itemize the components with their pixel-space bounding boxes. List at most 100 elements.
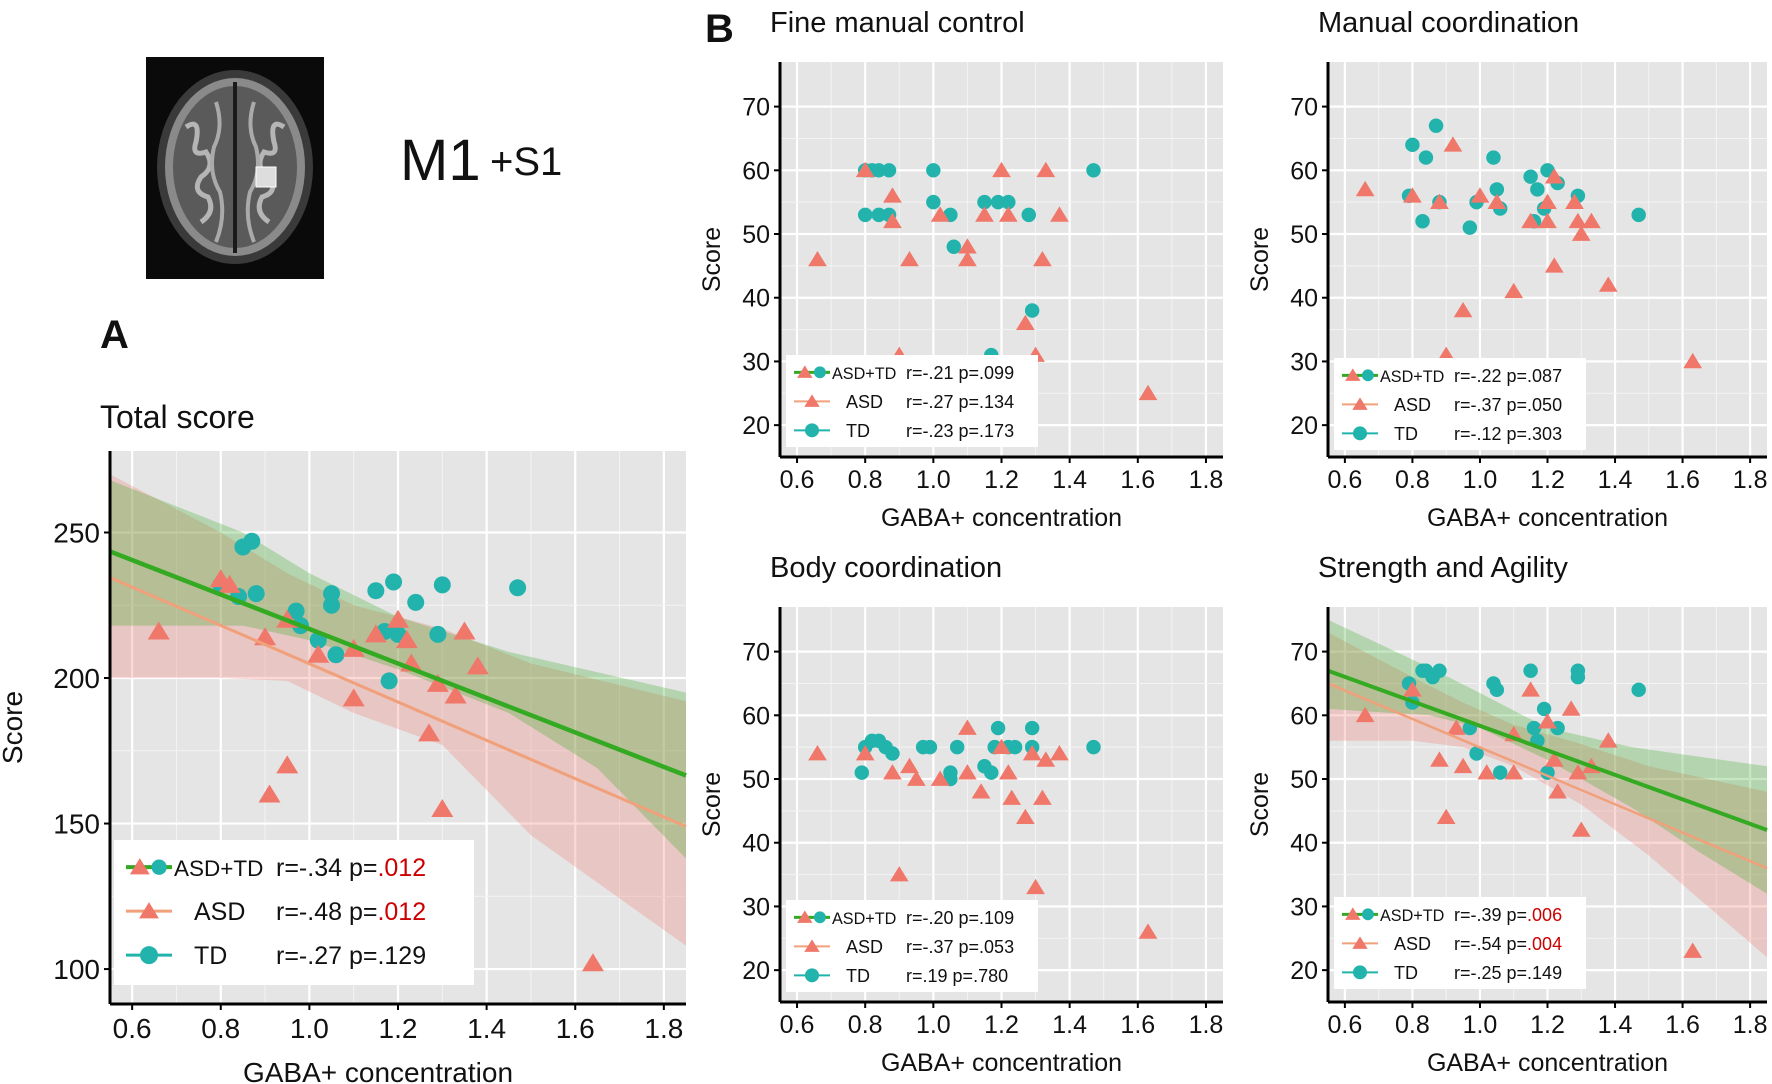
x-axis-label: GABA+ concentration	[1427, 504, 1668, 532]
asd-point	[218, 574, 241, 593]
legend-label: ASD+TD	[832, 365, 896, 383]
td-point	[1489, 682, 1505, 698]
asd-point	[958, 719, 977, 735]
legend-entry-asd: ASD r=-.48 p=.012	[126, 898, 426, 926]
td-point	[1418, 150, 1434, 165]
x-axis-label: GABA+ concentration	[881, 1049, 1122, 1077]
legend-p-value: .012	[377, 898, 426, 926]
asd-point	[971, 783, 991, 799]
legend-label: TD	[1394, 963, 1418, 983]
asd-point	[1002, 789, 1022, 805]
td-point	[1024, 720, 1040, 736]
x-tick-label: 1.4	[1598, 1011, 1633, 1039]
legend-stat: r=-.39 p=.006	[1454, 905, 1562, 925]
asd-point	[466, 656, 489, 675]
asd-point	[1453, 301, 1473, 318]
x-tick-label: 1.6	[1665, 466, 1700, 494]
legend-r-value: r=-.22 p=	[1454, 366, 1527, 386]
legend-label: ASD	[1394, 934, 1431, 954]
y-tick-label: 60	[742, 702, 770, 730]
td-point	[871, 207, 887, 223]
y-axis-label: Score	[1246, 227, 1274, 292]
y-tick-label: 50	[1290, 221, 1318, 249]
asd-point	[1355, 706, 1375, 723]
asd-point	[1571, 821, 1591, 837]
td-point	[1086, 163, 1101, 178]
asd-point	[1477, 764, 1497, 780]
x-tick-label: 1.2	[1530, 1011, 1565, 1039]
td-point	[1428, 118, 1444, 133]
legend-p-value: .004	[1527, 934, 1562, 954]
chart-body: 0.6 0.8 1.0 1.2 1.4 1.6 1.8 20 30 40 50 60 70 Body co…	[698, 552, 1223, 1077]
region-suffix: +S1	[490, 140, 562, 184]
legend-p-value: .053	[979, 937, 1014, 957]
legend-key-triangle	[804, 939, 820, 952]
td-point	[1007, 739, 1023, 755]
asd-point	[900, 757, 919, 774]
legend-entry-combined: ASD+TD r=-.21 p=.099	[794, 363, 1014, 383]
legend-label: ASD+TD	[1380, 907, 1444, 925]
td-point	[1486, 150, 1501, 165]
legend-key-circle	[1361, 369, 1374, 382]
legend-p-value: .129	[377, 942, 426, 970]
legend-entry-asd: ASD r=-.27 p=.134	[794, 392, 1014, 412]
asd-point	[1538, 212, 1557, 229]
legend-stat: r=-.21 p=.099	[906, 363, 1014, 383]
legend-key-triangle	[797, 365, 813, 378]
td-point	[367, 582, 385, 600]
x-tick-label: 1.8	[1733, 1011, 1768, 1039]
y-axis-label: Score	[698, 227, 726, 292]
asd-point	[1436, 808, 1456, 825]
td-point	[1001, 194, 1016, 210]
y-tick-label: 30	[1290, 893, 1318, 921]
legend-entry-td: TD r=-.12 p=.303	[1342, 424, 1562, 444]
x-tick-label: 1.6	[556, 1013, 595, 1044]
td-point	[323, 585, 341, 603]
chart-title: Fine manual control	[770, 7, 1025, 39]
legend-stat: r=-.34 p=.012	[276, 854, 426, 882]
asd-point	[1683, 352, 1703, 369]
y-tick-label: 30	[742, 893, 770, 921]
asd-confidence-band	[1328, 632, 1767, 958]
asd-fit-line	[109, 576, 687, 828]
asd-point	[1504, 764, 1524, 780]
legend-key-circle	[140, 946, 158, 965]
asd-point	[1683, 942, 1703, 958]
legend-r-value: r=.19 p=	[906, 966, 973, 986]
x-tick-label: 1.4	[467, 1013, 506, 1044]
legend-entry-combined: ASD+TD r=-.22 p=.087	[1342, 366, 1562, 386]
legend-p-value: .109	[979, 908, 1014, 928]
td-point	[327, 646, 345, 664]
legend-entry-combined: ASD+TD r=-.34 p=.012	[126, 854, 426, 882]
legend-key-triangle	[797, 910, 813, 923]
td-point	[1526, 720, 1542, 736]
td-point	[1489, 182, 1505, 197]
legend-box	[114, 840, 474, 985]
legend-stat: r=-.37 p=.053	[906, 937, 1014, 957]
x-tick-label: 1.6	[1665, 1011, 1700, 1039]
asd-point	[258, 784, 281, 803]
legend-label: TD	[846, 421, 870, 441]
legend-stat: r=-.37 p=.050	[1454, 395, 1562, 415]
legend-r-value: r=-.27 p=	[276, 942, 377, 970]
asd-point	[276, 755, 299, 774]
asd-point	[1355, 180, 1375, 197]
asd-point	[1487, 193, 1507, 209]
legend-label: TD	[846, 966, 870, 986]
asd-point	[1050, 206, 1069, 222]
td-point	[854, 765, 870, 780]
asd-point	[1036, 161, 1056, 178]
asd-point	[1453, 757, 1473, 774]
asd-point	[855, 745, 875, 761]
legend-r-value: r=-.20 p=	[906, 908, 979, 928]
x-tick-label: 0.6	[1328, 466, 1363, 494]
chart-title: Body coordination	[770, 552, 1002, 584]
y-tick-label: 70	[1290, 94, 1318, 122]
asd-point	[444, 685, 467, 704]
asd-point	[1544, 168, 1564, 184]
y-tick-label: 50	[742, 221, 770, 249]
asd-point	[1568, 212, 1588, 229]
x-tick-label: 0.6	[113, 1013, 152, 1044]
td-point	[1570, 669, 1586, 685]
